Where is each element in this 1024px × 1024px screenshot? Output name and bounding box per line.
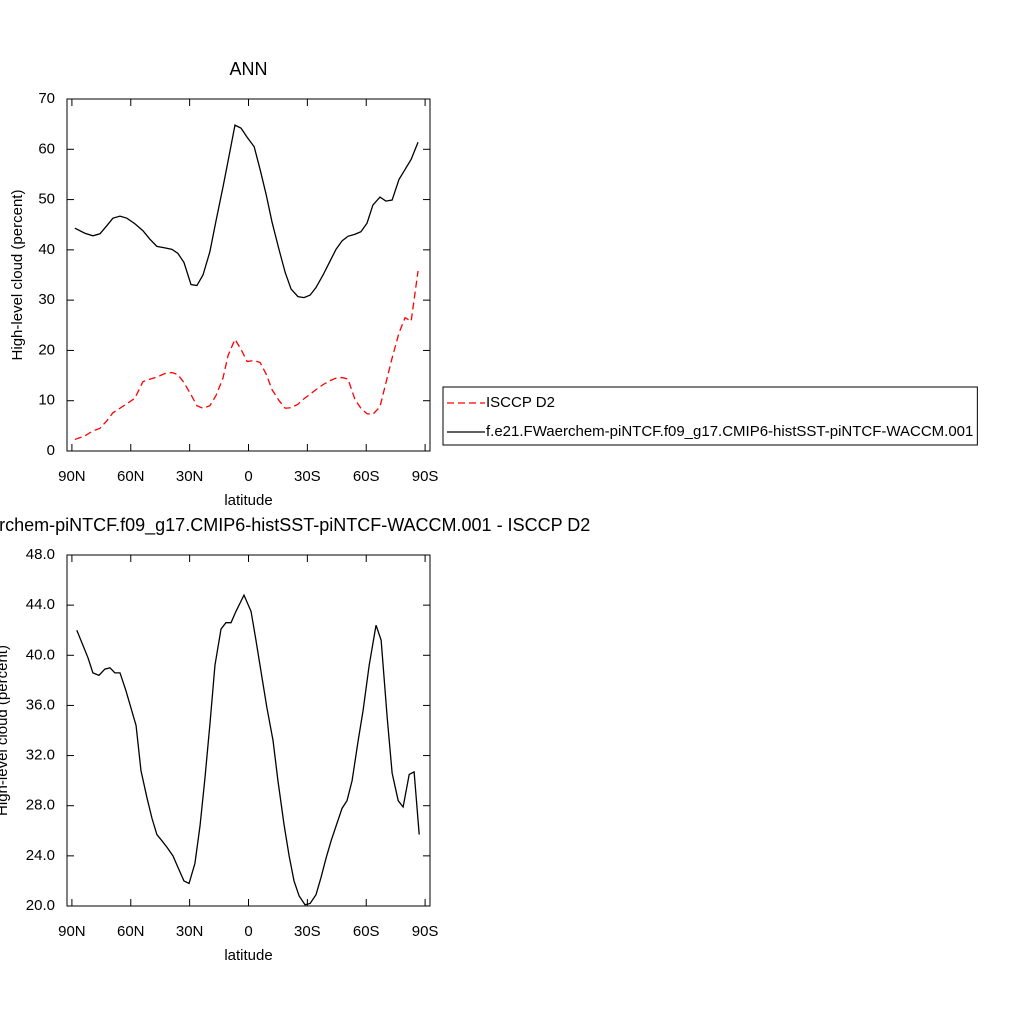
x-tick-label: 0 bbox=[244, 923, 252, 940]
plot: f.e21.FWaerchem-piNTCF.f09_g17.CMIP6-his… bbox=[0, 515, 590, 964]
y-tick-label: 30 bbox=[38, 291, 55, 308]
legend-label: f.e21.FWaerchem-piNTCF.f09_g17.CMIP6-his… bbox=[486, 423, 973, 440]
y-tick-label: 28.0 bbox=[26, 797, 55, 814]
plot: ANN latitude High-level cloud (percent) 90N… bbox=[9, 59, 978, 509]
chart-title: f.e21.FWaerchem-piNTCF.f09_g17.CMIP6-his… bbox=[0, 515, 590, 536]
y-tick-label: 60 bbox=[38, 140, 55, 157]
x-tick-label: 90S bbox=[412, 923, 439, 940]
x-tick-label: 60N bbox=[117, 923, 145, 940]
y-tick-label: 36.0 bbox=[26, 696, 55, 713]
y-tick-label: 24.0 bbox=[26, 847, 55, 864]
y-tick-label: 40.0 bbox=[26, 646, 55, 663]
x-tick-label: 0 bbox=[244, 468, 252, 485]
x-axis-label: latitude bbox=[224, 492, 272, 509]
x-tick-label: 30N bbox=[176, 923, 204, 940]
data-line bbox=[76, 593, 420, 906]
data-line bbox=[74, 270, 419, 441]
data-line bbox=[74, 124, 419, 299]
y-tick-label: 0 bbox=[47, 442, 55, 459]
x-tick-label: 30N bbox=[176, 468, 204, 485]
plot-frame bbox=[66, 98, 431, 452]
legend-box bbox=[442, 386, 978, 446]
x-tick-label: 30S bbox=[294, 468, 321, 485]
legend: ISCCP D2 f.e21.FWaerchem-piNTCF.f09_g17.C… bbox=[442, 386, 978, 446]
chart-title: ANN bbox=[229, 59, 267, 79]
y-tick-label: 70 bbox=[38, 90, 55, 107]
y-axis-label: High-level cloud (percent) bbox=[0, 645, 11, 816]
y-tick-label: 40 bbox=[38, 241, 55, 258]
y-tick-label: 48.0 bbox=[26, 546, 55, 563]
y-tick-label: 10 bbox=[38, 392, 55, 409]
x-axis-label: latitude bbox=[224, 947, 272, 964]
x-tick-label: 60N bbox=[117, 468, 145, 485]
x-tick-label: 90S bbox=[412, 468, 439, 485]
plot-frame bbox=[66, 554, 431, 907]
x-tick-label: 60S bbox=[353, 468, 380, 485]
x-tick-label: 90N bbox=[58, 468, 86, 485]
y-tick-label: 50 bbox=[38, 191, 55, 208]
legend-label: ISCCP D2 bbox=[486, 394, 555, 411]
y-axis-label: High-level cloud (percent) bbox=[9, 190, 26, 361]
y-tick-label: 20.0 bbox=[26, 897, 55, 914]
x-tick-label: 30S bbox=[294, 923, 321, 940]
y-tick-label: 44.0 bbox=[26, 596, 55, 613]
x-tick-label: 90N bbox=[58, 923, 86, 940]
y-tick-label: 32.0 bbox=[26, 747, 55, 764]
y-tick-label: 20 bbox=[38, 341, 55, 358]
x-tick-label: 60S bbox=[353, 923, 380, 940]
